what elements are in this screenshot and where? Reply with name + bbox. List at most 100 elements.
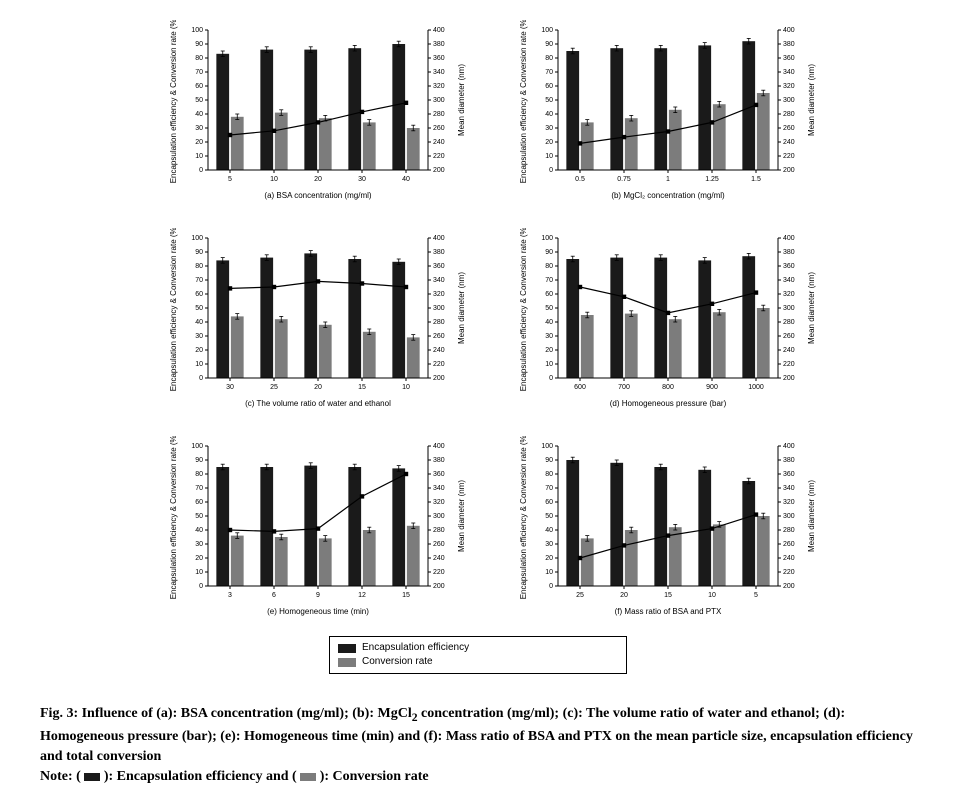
marker-diameter bbox=[404, 285, 408, 289]
bar-conv bbox=[757, 516, 770, 586]
legend-row-encaps: Encapsulation efficiency bbox=[338, 641, 618, 655]
svg-text:800: 800 bbox=[662, 384, 674, 391]
bar-encaps bbox=[348, 259, 361, 378]
y1-label: Encapsulation efficiency & Conversion ra… bbox=[519, 436, 528, 599]
marker-diameter bbox=[754, 290, 758, 294]
y2-label: Mean diameter (nm) bbox=[807, 272, 816, 344]
svg-text:70: 70 bbox=[195, 485, 203, 492]
svg-text:260: 260 bbox=[783, 333, 795, 340]
bar-encaps bbox=[610, 463, 623, 586]
svg-text:200: 200 bbox=[783, 375, 795, 382]
svg-text:20: 20 bbox=[314, 384, 322, 391]
svg-text:380: 380 bbox=[783, 41, 795, 48]
bar-encaps bbox=[216, 54, 229, 170]
bar-conv bbox=[757, 93, 770, 170]
svg-text:12: 12 bbox=[358, 592, 366, 599]
svg-text:1: 1 bbox=[666, 176, 670, 183]
svg-text:10: 10 bbox=[195, 153, 203, 160]
marker-diameter bbox=[272, 529, 276, 533]
bar-conv bbox=[407, 337, 420, 378]
svg-text:320: 320 bbox=[783, 499, 795, 506]
marker-diameter bbox=[272, 129, 276, 133]
svg-text:90: 90 bbox=[195, 249, 203, 256]
svg-text:360: 360 bbox=[433, 263, 445, 270]
svg-text:320: 320 bbox=[433, 291, 445, 298]
svg-text:300: 300 bbox=[433, 97, 445, 104]
bar-encaps bbox=[392, 468, 405, 586]
marker-diameter bbox=[578, 285, 582, 289]
bar-encaps bbox=[698, 260, 711, 378]
svg-text:10: 10 bbox=[270, 176, 278, 183]
bar-encaps bbox=[348, 48, 361, 170]
bar-encaps bbox=[742, 481, 755, 586]
svg-text:360: 360 bbox=[433, 471, 445, 478]
bar-conv bbox=[231, 536, 244, 586]
legend-row-conv: Conversion rate bbox=[338, 655, 618, 669]
svg-text:90: 90 bbox=[195, 41, 203, 48]
svg-text:100: 100 bbox=[191, 443, 203, 450]
marker-diameter bbox=[754, 512, 758, 516]
svg-text:30: 30 bbox=[195, 333, 203, 340]
svg-text:300: 300 bbox=[433, 305, 445, 312]
bar-conv bbox=[407, 128, 420, 170]
bar-encaps bbox=[304, 50, 317, 170]
svg-text:340: 340 bbox=[783, 485, 795, 492]
bar-conv bbox=[713, 524, 726, 586]
svg-text:600: 600 bbox=[574, 384, 586, 391]
marker-diameter bbox=[228, 528, 232, 532]
svg-text:380: 380 bbox=[433, 457, 445, 464]
svg-text:30: 30 bbox=[545, 125, 553, 132]
svg-text:260: 260 bbox=[783, 541, 795, 548]
svg-text:240: 240 bbox=[433, 555, 445, 562]
chart-wrap-b: 0102030405060708090100200220240260280300… bbox=[508, 20, 828, 210]
svg-text:10: 10 bbox=[402, 384, 410, 391]
svg-text:320: 320 bbox=[433, 83, 445, 90]
bar-encaps bbox=[216, 260, 229, 378]
svg-text:30: 30 bbox=[358, 176, 366, 183]
bar-encaps bbox=[654, 48, 667, 170]
marker-diameter bbox=[228, 133, 232, 137]
svg-text:30: 30 bbox=[195, 541, 203, 548]
marker-diameter bbox=[316, 526, 320, 530]
svg-text:0.75: 0.75 bbox=[617, 176, 631, 183]
svg-text:90: 90 bbox=[545, 249, 553, 256]
svg-text:340: 340 bbox=[433, 69, 445, 76]
y1-label: Encapsulation efficiency & Conversion ra… bbox=[169, 436, 178, 599]
x-title: (f) Mass ratio of BSA and PTX bbox=[615, 607, 722, 616]
svg-text:20: 20 bbox=[195, 139, 203, 146]
svg-text:10: 10 bbox=[195, 361, 203, 368]
svg-text:340: 340 bbox=[433, 277, 445, 284]
bar-conv bbox=[319, 538, 332, 586]
chart-panel-d: 0102030405060708090100200220240260280300… bbox=[508, 228, 828, 418]
line-diameter bbox=[230, 103, 406, 135]
svg-text:380: 380 bbox=[433, 41, 445, 48]
svg-text:1.5: 1.5 bbox=[751, 176, 761, 183]
marker-diameter bbox=[404, 101, 408, 105]
marker-diameter bbox=[710, 302, 714, 306]
svg-text:240: 240 bbox=[433, 347, 445, 354]
svg-text:90: 90 bbox=[195, 457, 203, 464]
svg-text:200: 200 bbox=[783, 167, 795, 174]
svg-text:0.5: 0.5 bbox=[575, 176, 585, 183]
chart-wrap-d: 0102030405060708090100200220240260280300… bbox=[508, 228, 828, 418]
svg-text:20: 20 bbox=[195, 555, 203, 562]
svg-text:360: 360 bbox=[783, 471, 795, 478]
marker-diameter bbox=[316, 120, 320, 124]
svg-text:20: 20 bbox=[620, 592, 628, 599]
svg-text:260: 260 bbox=[783, 125, 795, 132]
bar-conv bbox=[319, 325, 332, 378]
marker-diameter bbox=[754, 103, 758, 107]
svg-text:50: 50 bbox=[195, 513, 203, 520]
chart-panel-c: 0102030405060708090100200220240260280300… bbox=[158, 228, 478, 418]
svg-text:0: 0 bbox=[199, 375, 203, 382]
line-diameter bbox=[580, 287, 756, 313]
marker-diameter bbox=[622, 543, 626, 547]
bar-encaps bbox=[610, 48, 623, 170]
bar-encaps bbox=[610, 258, 623, 378]
svg-text:0: 0 bbox=[549, 167, 553, 174]
svg-text:80: 80 bbox=[195, 55, 203, 62]
svg-text:200: 200 bbox=[433, 583, 445, 590]
svg-text:60: 60 bbox=[195, 499, 203, 506]
svg-text:30: 30 bbox=[195, 125, 203, 132]
svg-text:400: 400 bbox=[433, 235, 445, 242]
